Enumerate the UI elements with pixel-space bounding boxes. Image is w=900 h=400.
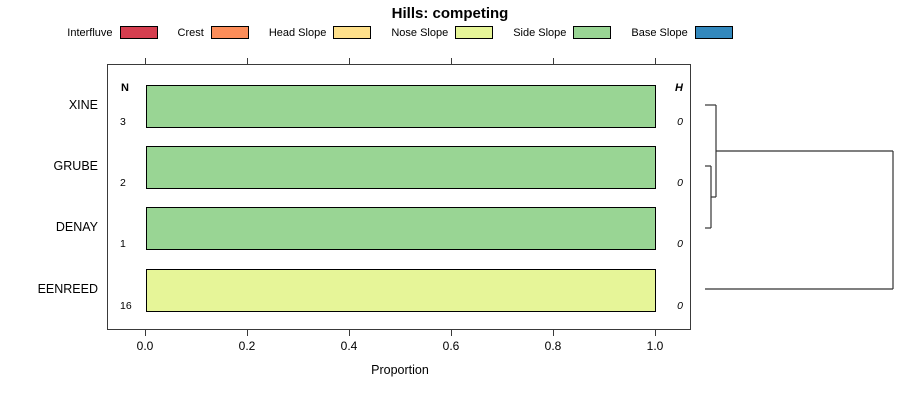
plot-area: N H 3 0 2 0 1 0 16 0 xyxy=(107,64,691,330)
legend-swatch xyxy=(333,26,372,39)
h-value: 0 xyxy=(677,238,683,250)
x-tick-bottom xyxy=(553,330,554,336)
bar-segment-denay xyxy=(146,207,656,250)
legend: Interfluve Crest Head Slope Nose Slope Side … xyxy=(0,26,800,39)
bar-segment-grube xyxy=(146,146,656,189)
x-axis-title: Proportion xyxy=(371,363,429,377)
h-value: 0 xyxy=(677,300,683,312)
n-value: 16 xyxy=(120,300,132,312)
legend-swatch xyxy=(455,26,494,39)
x-tick-label: 0.2 xyxy=(238,339,256,353)
legend-label: Crest xyxy=(177,26,204,39)
x-tick-bottom xyxy=(451,330,452,336)
x-tick-label: 0.8 xyxy=(544,339,562,353)
legend-item: Head Slope xyxy=(269,26,372,39)
legend-item: Base Slope xyxy=(631,26,733,39)
x-tick-top xyxy=(349,58,350,64)
x-tick-top xyxy=(145,58,146,64)
bar-segment-xine xyxy=(146,85,656,128)
legend-label: Head Slope xyxy=(268,26,327,39)
h-value: 0 xyxy=(677,177,683,189)
legend-item: Side Slope xyxy=(513,26,612,39)
n-value: 1 xyxy=(120,238,126,250)
h-value: 0 xyxy=(677,116,683,128)
legend-swatch xyxy=(119,26,158,39)
x-tick-top xyxy=(553,58,554,64)
n-value: 2 xyxy=(120,177,126,189)
x-tick-label: 0.6 xyxy=(442,339,460,353)
x-tick-bottom xyxy=(655,330,656,336)
x-tick-top xyxy=(655,58,656,64)
n-column-header: N xyxy=(121,82,129,94)
legend-swatch xyxy=(573,26,612,39)
x-tick-bottom xyxy=(247,330,248,336)
bar-segment-eenreed xyxy=(146,269,656,312)
y-axis-label-eenreed: EENREED xyxy=(37,281,98,296)
chart-title: Hills: competing xyxy=(391,5,509,22)
legend-label: Interfluve xyxy=(67,26,113,39)
y-axis-label-grube: GRUBE xyxy=(53,158,98,173)
h-column-header: H xyxy=(675,82,683,94)
x-tick-label: 0.4 xyxy=(340,339,358,353)
n-value: 3 xyxy=(120,116,126,128)
legend-swatch xyxy=(210,26,249,39)
y-axis-label-xine: XINE xyxy=(68,97,98,112)
x-tick-bottom xyxy=(145,330,146,336)
y-axis-label-denay: DENAY xyxy=(55,219,98,234)
legend-label: Side Slope xyxy=(513,26,567,39)
x-tick-label: 0.0 xyxy=(136,339,154,353)
legend-label: Base Slope xyxy=(631,26,688,39)
legend-swatch xyxy=(694,26,733,39)
legend-label: Nose Slope xyxy=(391,26,449,39)
x-tick-label: 1.0 xyxy=(646,339,664,353)
x-tick-bottom xyxy=(349,330,350,336)
legend-item: Nose Slope xyxy=(391,26,494,39)
x-tick-top xyxy=(451,58,452,64)
x-tick-top xyxy=(247,58,248,64)
legend-item: Crest xyxy=(178,26,249,39)
legend-item: Interfluve xyxy=(67,26,158,39)
